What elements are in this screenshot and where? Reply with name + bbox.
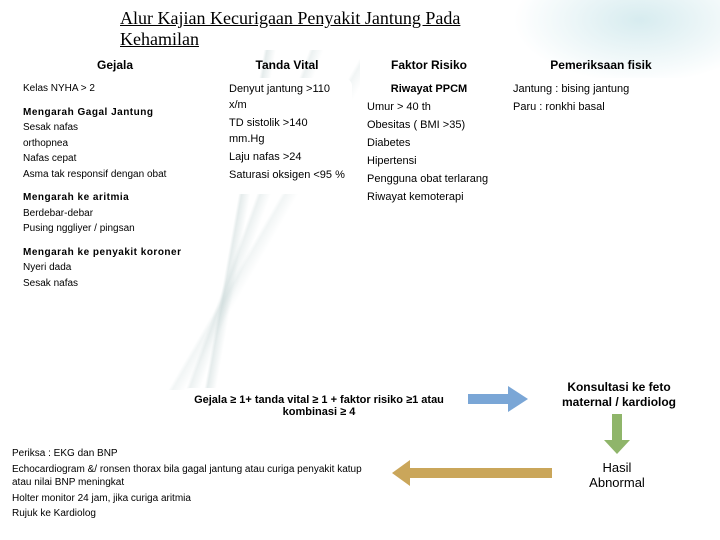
periksa-1: Jantung : bising jantung (513, 81, 689, 99)
columns: Gejala Kelas NYHA > 2 Mengarah Gagal Jan… (0, 54, 720, 300)
faktor-4: Hipertensi (367, 153, 491, 171)
faktor-6: Riwayat kemoterapi (367, 189, 491, 207)
tanda-2: TD sistolik >140 mm.Hg (229, 115, 345, 149)
faktor-3: Diabetes (367, 135, 491, 153)
faktor-2: Obesitas ( BMI >35) (367, 117, 491, 135)
gejala-a1: Berdebar-debar (23, 206, 207, 222)
gejala-g1: Sesak nafas (23, 120, 207, 136)
hasil-abnormal: Hasil Abnormal (562, 460, 672, 490)
faktor-1: Umur > 40 th (367, 99, 491, 117)
arrow-rule-to-konsult (468, 386, 528, 412)
head-tanda: Tanda Vital (218, 54, 356, 78)
konsult-l2: maternal / kardiolog (562, 395, 676, 409)
gejala-k2: Sesak nafas (23, 276, 207, 292)
gejala-koroner-title: Mengarah ke penyakit koroner (23, 245, 207, 261)
gejala-g3: Nafas cepat (23, 151, 207, 167)
head-faktor: Faktor Risiko (356, 54, 502, 78)
page-title: Alur Kajian Kecurigaan Penyakit Jantung … (120, 8, 460, 49)
head-gejala: Gejala (12, 54, 218, 78)
col-periksa: Pemeriksaan fisik Jantung : bising jantu… (502, 54, 700, 300)
bottom-4: Rujuk ke Kardiolog (12, 506, 382, 522)
faktor-5: Pengguna obat terlarang (367, 171, 491, 189)
periksa-2: Paru : ronkhi basal (513, 99, 689, 117)
bottom-2: Echocardiogram &/ ronsen thorax bila gag… (12, 462, 382, 491)
col-faktor: Faktor Risiko Riwayat PPCM Umur > 40 th … (356, 54, 502, 300)
box-tanda: Denyut jantung >110 x/m TD sistolik >140… (222, 78, 352, 194)
box-periksa: Jantung : bising jantung Paru : ronkhi b… (506, 78, 696, 126)
col-tanda: Tanda Vital Denyut jantung >110 x/m TD s… (218, 54, 356, 300)
konsult-l1: Konsultasi ke feto (567, 380, 670, 394)
faktor-0: Riwayat PPCM (367, 81, 491, 99)
bottom-3: Holter monitor 24 jam, jika curiga aritm… (12, 491, 382, 507)
gejala-nyha: Kelas NYHA > 2 (23, 81, 207, 97)
bottom-1: Periksa : EKG dan BNP (12, 446, 382, 462)
box-gejala: Kelas NYHA > 2 Mengarah Gagal Jantung Se… (16, 78, 214, 300)
head-periksa: Pemeriksaan fisik (502, 54, 700, 78)
tanda-4: Saturasi oksigen <95 % (229, 167, 345, 185)
col-gejala: Gejala Kelas NYHA > 2 Mengarah Gagal Jan… (12, 54, 218, 300)
hasil-l2: Abnormal (589, 475, 645, 490)
title-line-1: Alur Kajian Kecurigaan Penyakit Jantung … (120, 8, 460, 28)
gejala-g2: orthopnea (23, 136, 207, 152)
gejala-aritmia-title: Mengarah ke aritmia (23, 190, 207, 206)
arrow-hasil-to-bottom (392, 460, 552, 486)
hasil-l1: Hasil (603, 460, 632, 475)
gejala-g4: Asma tak responsif dengan obat (23, 167, 207, 183)
rule-box: Gejala ≥ 1+ tanda vital ≥ 1 + faktor ris… (180, 388, 458, 424)
arrow-konsult-down (604, 414, 630, 454)
gejala-a2: Pusing nggliyer / pingsan (23, 221, 207, 237)
tanda-3: Laju nafas >24 (229, 149, 345, 167)
gejala-gagal-title: Mengarah Gagal Jantung (23, 105, 207, 121)
tanda-1: Denyut jantung >110 x/m (229, 81, 345, 115)
box-faktor: Riwayat PPCM Umur > 40 th Obesitas ( BMI… (360, 78, 498, 216)
gejala-k1: Nyeri dada (23, 260, 207, 276)
bottom-instructions: Periksa : EKG dan BNP Echocardiogram &/ … (12, 446, 382, 522)
konsultasi-text: Konsultasi ke feto maternal / kardiolog (530, 380, 708, 410)
title-line-2: Kehamilan (120, 29, 199, 49)
